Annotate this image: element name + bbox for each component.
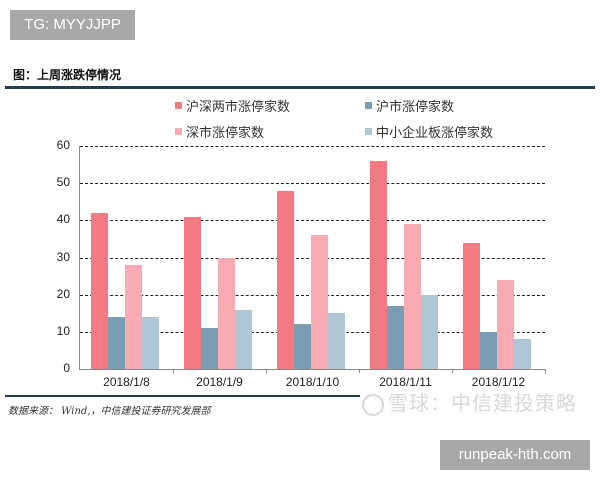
bar <box>201 328 218 369</box>
x-tick-mark <box>359 369 360 373</box>
xueqiu-logo-icon <box>362 393 384 416</box>
data-source: 数据来源： Wind,，中信建投证券研究发展部 <box>8 406 211 417</box>
bar <box>277 190 294 369</box>
bar <box>404 224 421 369</box>
bar <box>184 216 201 369</box>
bar <box>218 257 235 369</box>
bar <box>235 309 252 369</box>
x-tick-mark <box>266 369 267 373</box>
x-tick-label: 2018/1/10 <box>285 375 340 389</box>
bar <box>311 235 328 369</box>
legend-swatch-icon <box>365 128 372 135</box>
bar <box>421 294 438 369</box>
bar <box>370 160 387 369</box>
legend-item-sh: 沪市涨停家数 <box>365 96 454 115</box>
bar <box>514 339 531 369</box>
x-tick-mark <box>173 369 174 373</box>
bar <box>108 316 125 369</box>
x-tick-label: 2018/1/9 <box>196 375 243 389</box>
bar <box>294 324 311 369</box>
legend-item-sz: 深市涨停家数 <box>175 122 264 141</box>
legend-label: 中小企业板涨停家数 <box>376 126 494 141</box>
y-tick-label: 40 <box>56 212 70 227</box>
x-tick-label: 2018/1/11 <box>379 375 432 389</box>
legend-item-sme: 中小企业板涨停家数 <box>365 122 493 141</box>
bar <box>387 305 404 369</box>
x-tick-mark <box>545 369 546 373</box>
gridline <box>80 146 545 147</box>
legend-swatch-icon <box>365 102 372 109</box>
y-tick-label: 0 <box>63 361 70 375</box>
legend-swatch-icon <box>175 128 182 135</box>
bar <box>91 212 108 369</box>
bar <box>125 264 142 369</box>
gridline <box>80 220 545 222</box>
legend-label: 沪深两市涨停家数 <box>186 100 291 115</box>
x-axis <box>79 369 545 370</box>
y-axis <box>79 146 80 369</box>
footer-rule <box>5 395 360 397</box>
bar <box>480 331 497 369</box>
bar <box>463 242 480 369</box>
watermark-text: 雪球：中信建投策略 <box>388 391 577 415</box>
bar <box>497 279 514 369</box>
top-watermark-tag: TG: MYYJJPP <box>10 10 135 40</box>
xueqiu-watermark: 雪球：中信建投策略 <box>362 387 577 416</box>
figure-title: 图：上周涨跌停情况 <box>13 68 122 82</box>
x-tick-label: 2018/1/12 <box>471 375 526 389</box>
x-tick-mark <box>452 369 453 373</box>
y-tick-label: 30 <box>56 249 70 264</box>
y-tick-label: 60 <box>56 138 70 152</box>
y-tick-label: 50 <box>56 175 70 190</box>
y-tick-label: 20 <box>56 286 70 301</box>
title-rule <box>5 86 595 89</box>
bar <box>142 316 159 369</box>
legend-label: 沪市涨停家数 <box>376 100 455 115</box>
bottom-watermark-tag: runpeak-hth.com <box>440 440 590 470</box>
gridline <box>80 183 545 185</box>
legend-swatch-icon <box>175 102 182 109</box>
x-tick-label: 2018/1/8 <box>103 375 150 389</box>
legend-item-total: 沪深两市涨停家数 <box>175 96 290 115</box>
y-tick-label: 10 <box>56 323 70 338</box>
legend-label: 深市涨停家数 <box>186 126 265 141</box>
bar <box>328 313 345 369</box>
